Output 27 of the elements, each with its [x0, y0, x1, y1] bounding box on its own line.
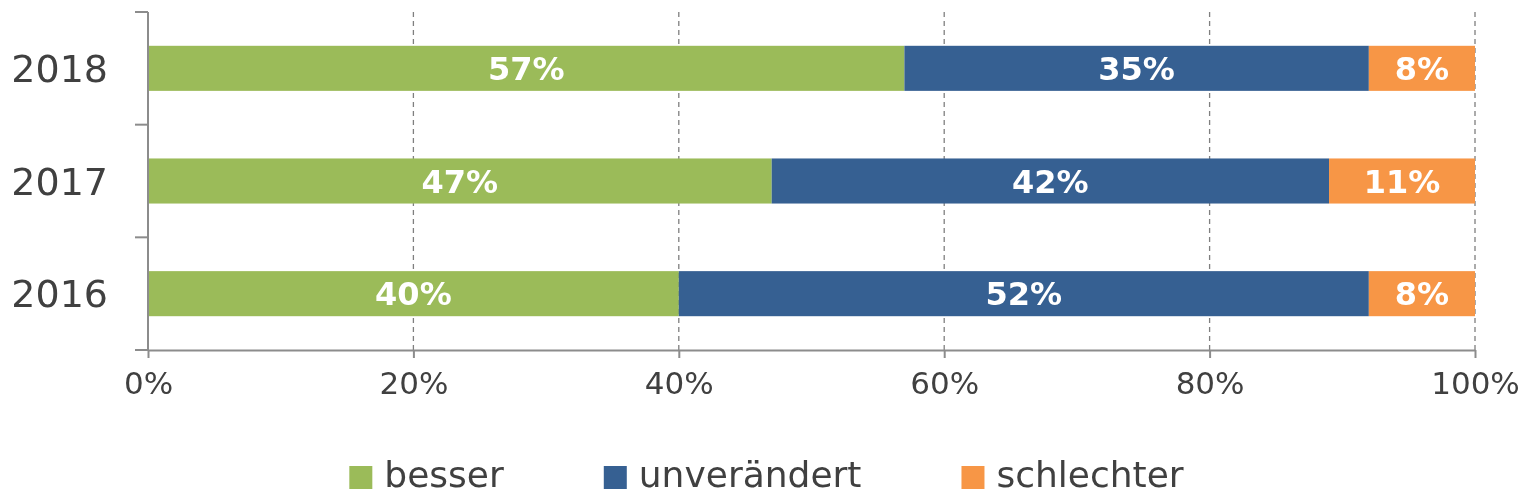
- text: 57%: [487, 49, 565, 88]
- text: 8%: [1394, 49, 1450, 88]
- text: 35%: [1098, 49, 1175, 88]
- text: 11%: [1363, 162, 1441, 201]
- bar: [148, 45, 905, 91]
- legend-label: besser: [384, 454, 504, 495]
- bar: [771, 158, 1330, 204]
- text: 52%: [985, 275, 1063, 314]
- text: 8%: [1394, 275, 1450, 314]
- x-tick-label: 20%: [379, 365, 449, 402]
- text: 40%: [375, 275, 452, 314]
- text: 47%: [421, 162, 499, 201]
- text: 42%: [1012, 162, 1089, 201]
- legend-label: schlechter: [996, 454, 1184, 495]
- bar: [678, 271, 1369, 317]
- y-tick-label: 2016: [11, 272, 108, 317]
- bar: [904, 45, 1369, 91]
- x-tick-label: 100%: [1431, 365, 1520, 402]
- bar: [148, 271, 679, 317]
- y-tick-label: 2018: [11, 47, 108, 92]
- y-tick-label: 2017: [11, 159, 108, 204]
- x-tick-label: 80%: [1175, 365, 1245, 402]
- bar: [148, 158, 772, 204]
- legend-label: unverändert: [638, 454, 862, 495]
- x-tick-label: 0%: [123, 365, 174, 402]
- x-tick-label: 60%: [910, 365, 980, 402]
- x-tick-label: 40%: [644, 365, 714, 402]
